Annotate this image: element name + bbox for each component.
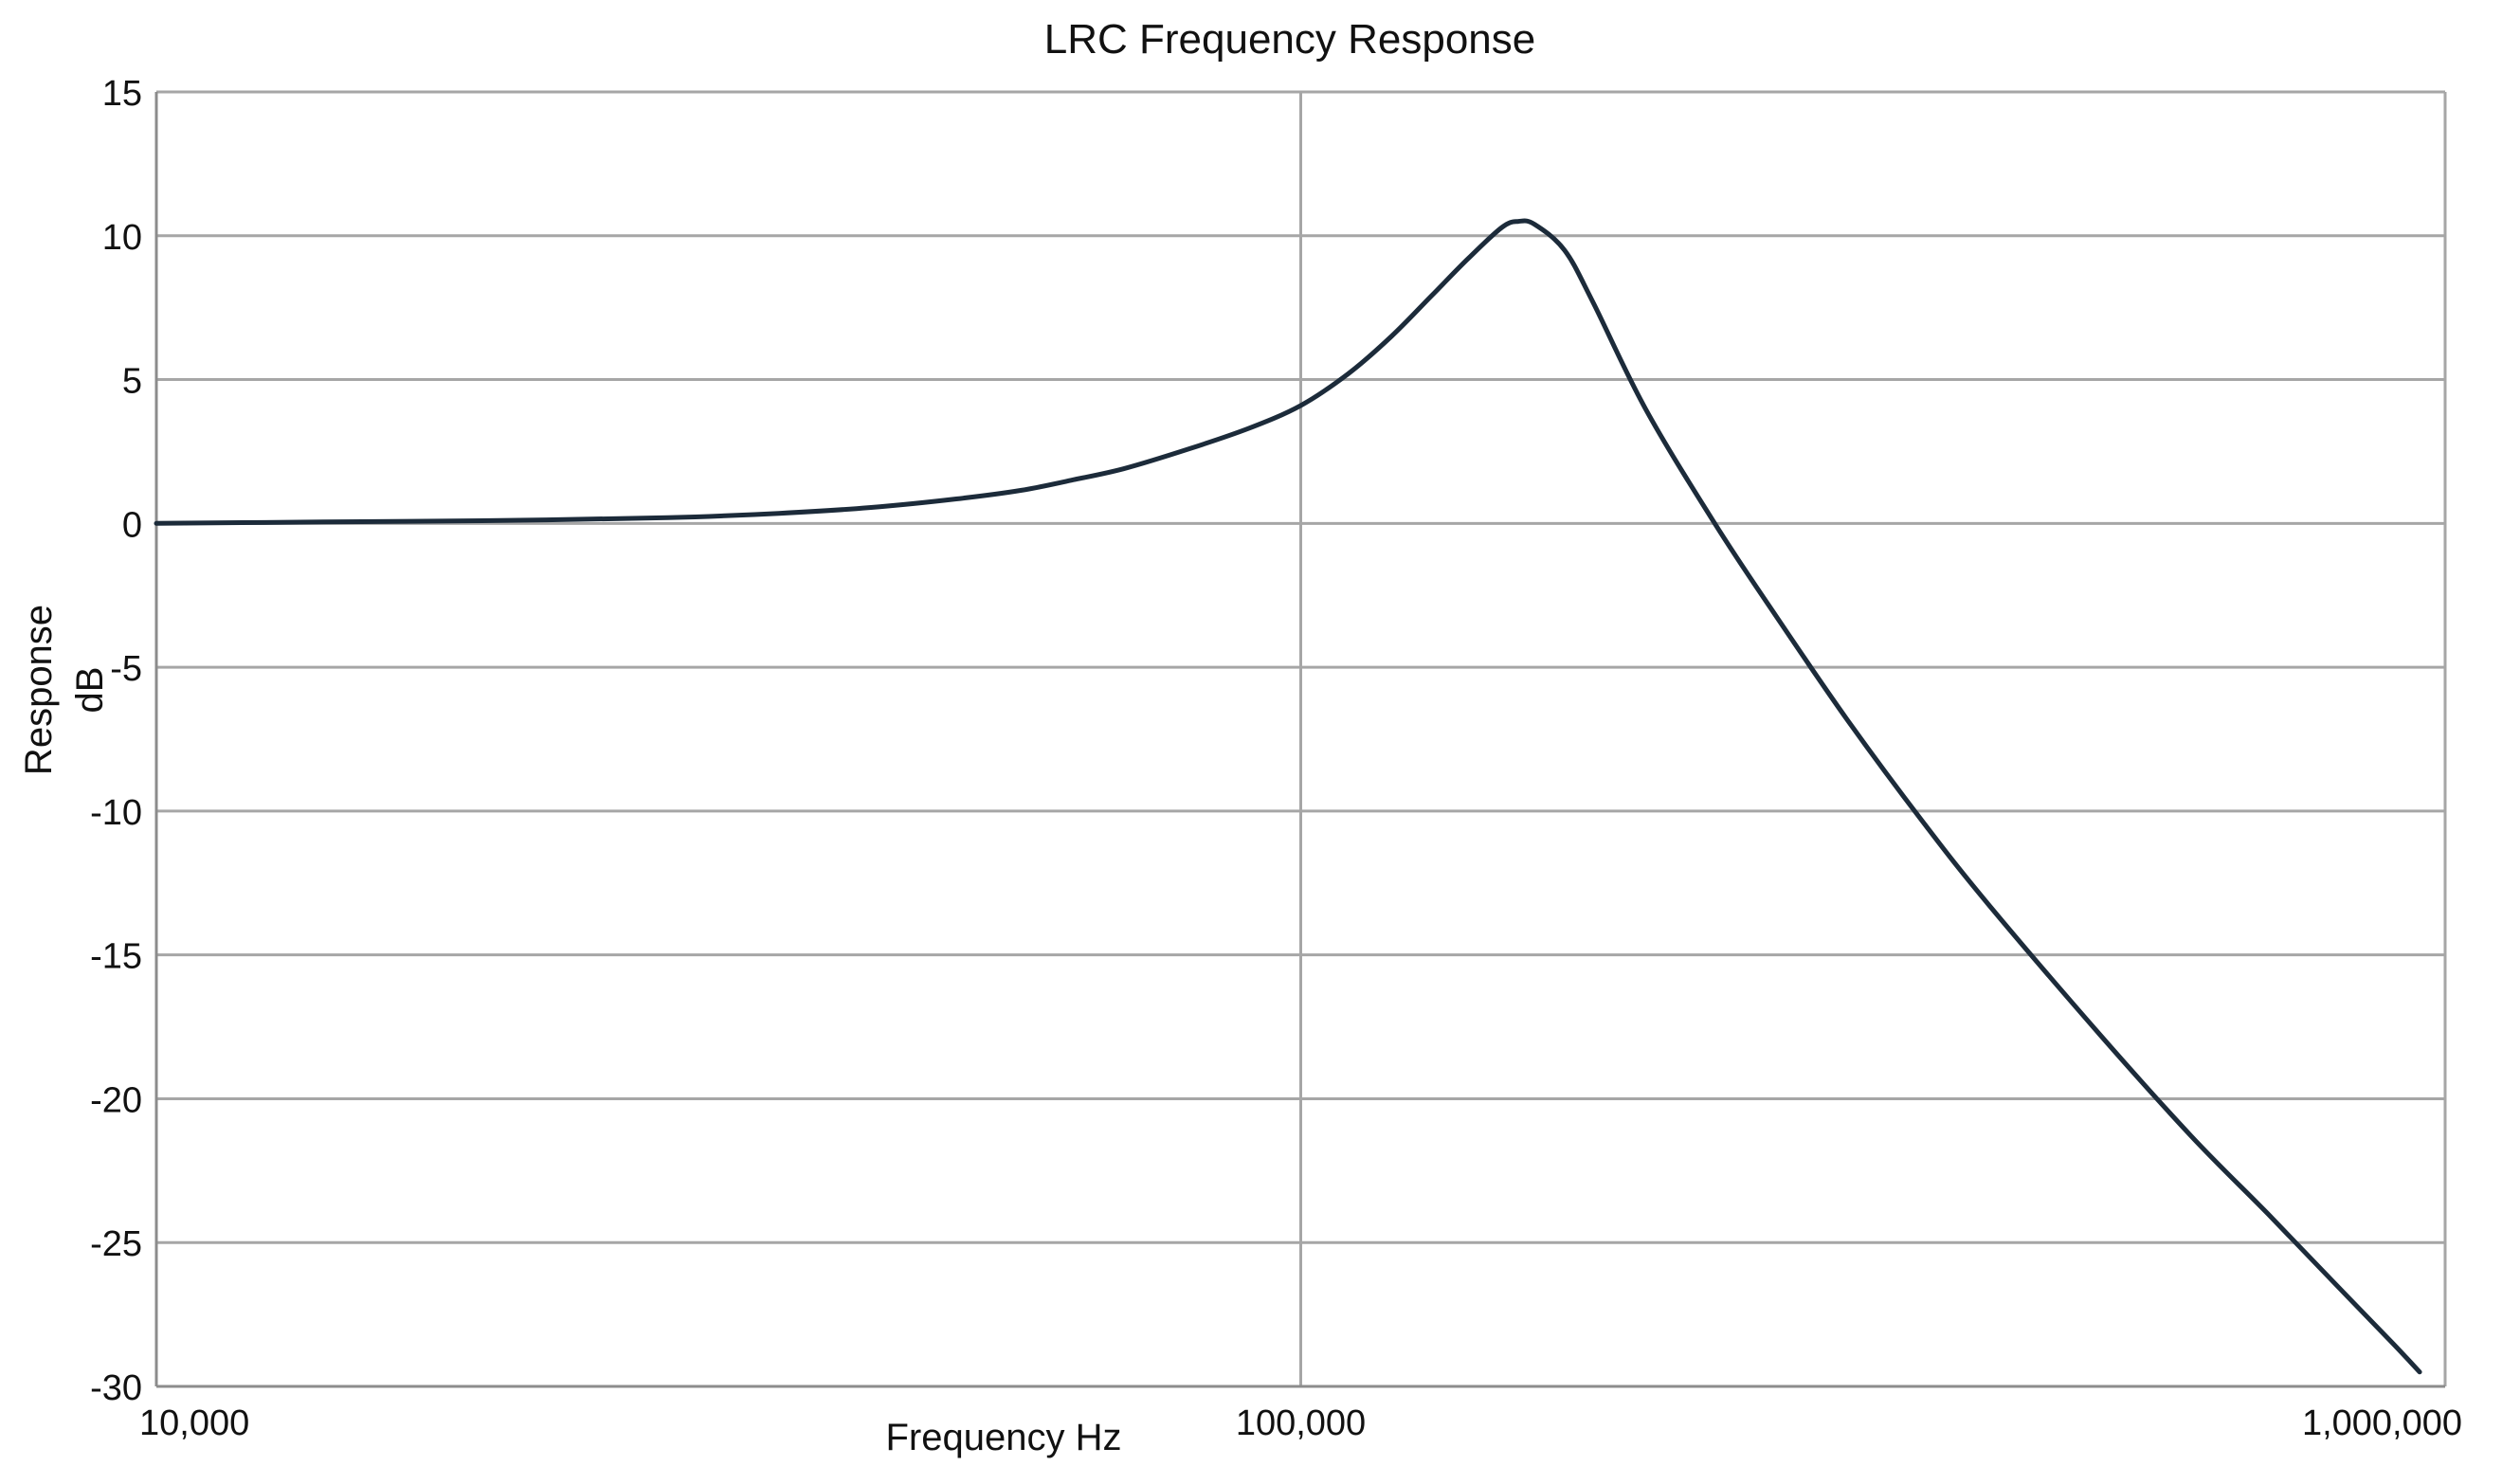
- chart-title: LRC Frequency Response: [1044, 16, 1535, 63]
- x-axis-label: Frequency Hz: [886, 1417, 1122, 1458]
- x-tick-label-1: 100,000: [1236, 1403, 1366, 1443]
- y-tick-label-8: -25: [90, 1224, 142, 1264]
- y-tick-label-7: -20: [90, 1080, 142, 1120]
- y-axis-label-line-1: Response: [18, 605, 60, 775]
- series-line-0: [154, 218, 2422, 1375]
- series-layer: [154, 218, 2422, 1375]
- x-axis-tick-labels: 10,000 100,000 1,000,000: [139, 1403, 2462, 1443]
- x-tick-label-0: 10,000: [139, 1403, 249, 1443]
- x-tick-label-2: 1,000,000: [2302, 1403, 2462, 1443]
- y-tick-label-2: 5: [122, 362, 142, 402]
- y-tick-label-6: -15: [90, 937, 142, 977]
- y-tick-label-3: 0: [122, 505, 142, 545]
- y-tick-label-5: -10: [90, 793, 142, 833]
- y-axis-tick-labels: 15 10 5 0 -5 -10 -15 -20 -25 -30: [90, 74, 142, 1408]
- y-axis-label-line-2: dB: [69, 667, 111, 714]
- vertical-gridlines: [154, 92, 2447, 1386]
- y-tick-label-0: 15: [102, 74, 142, 114]
- y-tick-label-9: -30: [90, 1368, 142, 1408]
- y-tick-label-4: -5: [110, 649, 142, 689]
- y-axis-label: Response dB: [18, 605, 111, 775]
- y-tick-label-1: 10: [102, 218, 142, 258]
- axes: [154, 92, 2445, 1388]
